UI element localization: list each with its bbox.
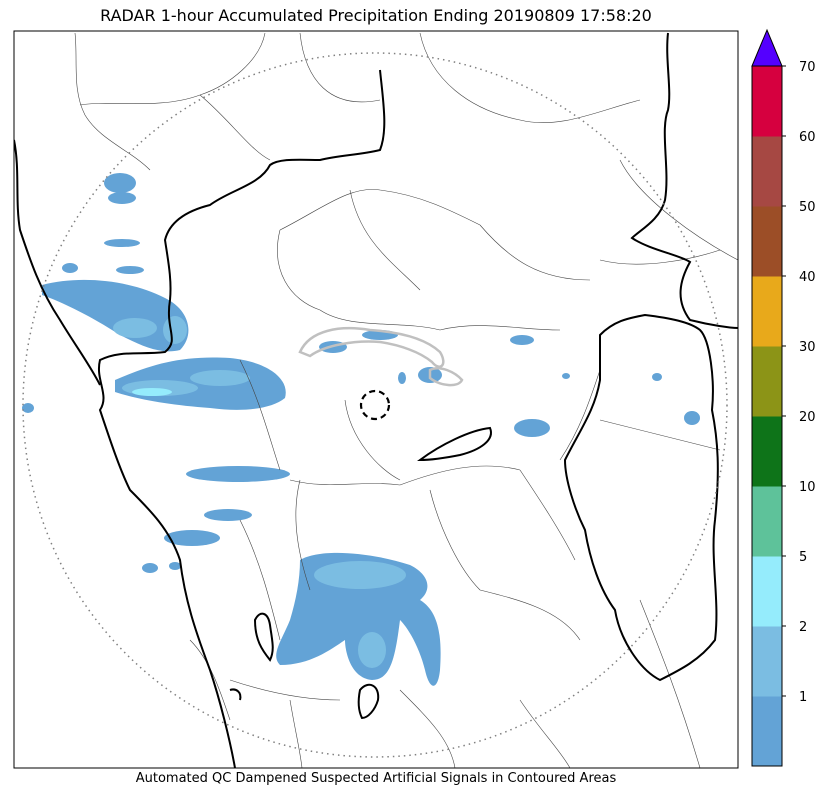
colorbar: 1 2 5 10 20 30 40 50 60 70 xyxy=(751,28,816,767)
precip-area-moderate xyxy=(113,318,157,338)
precip-area-moderate xyxy=(163,316,187,344)
map-title: RADAR 1-hour Accumulated Precipitation E… xyxy=(100,6,652,25)
colorbar-segment xyxy=(752,346,782,417)
precip-area xyxy=(398,372,406,384)
precip-area xyxy=(116,266,144,274)
colorbar-tick-label: 2 xyxy=(799,620,807,635)
precip-area xyxy=(104,239,140,247)
precip-area xyxy=(204,509,252,521)
precipitation-layer xyxy=(22,173,700,686)
precip-area xyxy=(510,335,534,345)
colorbar-segment xyxy=(752,136,782,207)
qc-contour xyxy=(428,367,464,387)
precip-area xyxy=(104,173,136,193)
colorbar-tick-label: 50 xyxy=(799,200,816,215)
precip-area-moderate xyxy=(314,561,406,589)
map-border xyxy=(13,30,739,769)
colorbar-segment xyxy=(752,556,782,627)
colorbar-segment xyxy=(752,486,782,557)
precip-area xyxy=(62,263,78,273)
colorbar-tick-label: 30 xyxy=(799,340,816,355)
precip-area-moderate xyxy=(190,370,250,386)
qc-contour-layer xyxy=(298,327,464,387)
colorbar-segment xyxy=(752,206,782,277)
precip-area-heavy xyxy=(132,388,172,396)
radar-site-marker xyxy=(359,389,391,421)
precip-area xyxy=(562,373,570,379)
colorbar-overflow-arrow xyxy=(751,28,783,67)
colorbar-segment xyxy=(752,416,782,487)
precip-area xyxy=(169,562,181,570)
state-boundaries xyxy=(14,32,738,768)
district-boundaries xyxy=(74,32,738,768)
colorbar-tick-label: 70 xyxy=(799,60,816,75)
precip-area xyxy=(514,419,550,437)
precip-area xyxy=(22,403,34,413)
colorbar-tick-label: 5 xyxy=(799,550,807,565)
colorbar-tick-label: 1 xyxy=(799,690,807,705)
precip-area xyxy=(276,552,441,686)
precip-area xyxy=(186,466,290,482)
colorbar-segment xyxy=(752,626,782,697)
map-caption: Automated QC Dampened Suspected Artifici… xyxy=(135,771,617,786)
colorbar-tick-label: 40 xyxy=(799,270,816,285)
precip-area xyxy=(652,373,662,381)
colorbar-tick-label: 60 xyxy=(799,130,816,145)
precip-area xyxy=(142,563,158,573)
precip-area xyxy=(108,192,136,204)
colorbar-tick-label: 20 xyxy=(799,410,816,425)
precip-area xyxy=(164,530,220,546)
colorbar-segment xyxy=(752,66,782,137)
precip-area xyxy=(684,411,700,425)
colorbar-tick-label: 10 xyxy=(799,480,816,495)
precip-area-moderate xyxy=(358,632,386,668)
colorbar-segment xyxy=(752,696,782,767)
qc-contour xyxy=(298,327,445,368)
colorbar-segment xyxy=(752,276,782,347)
radar-range-ring xyxy=(22,52,728,758)
